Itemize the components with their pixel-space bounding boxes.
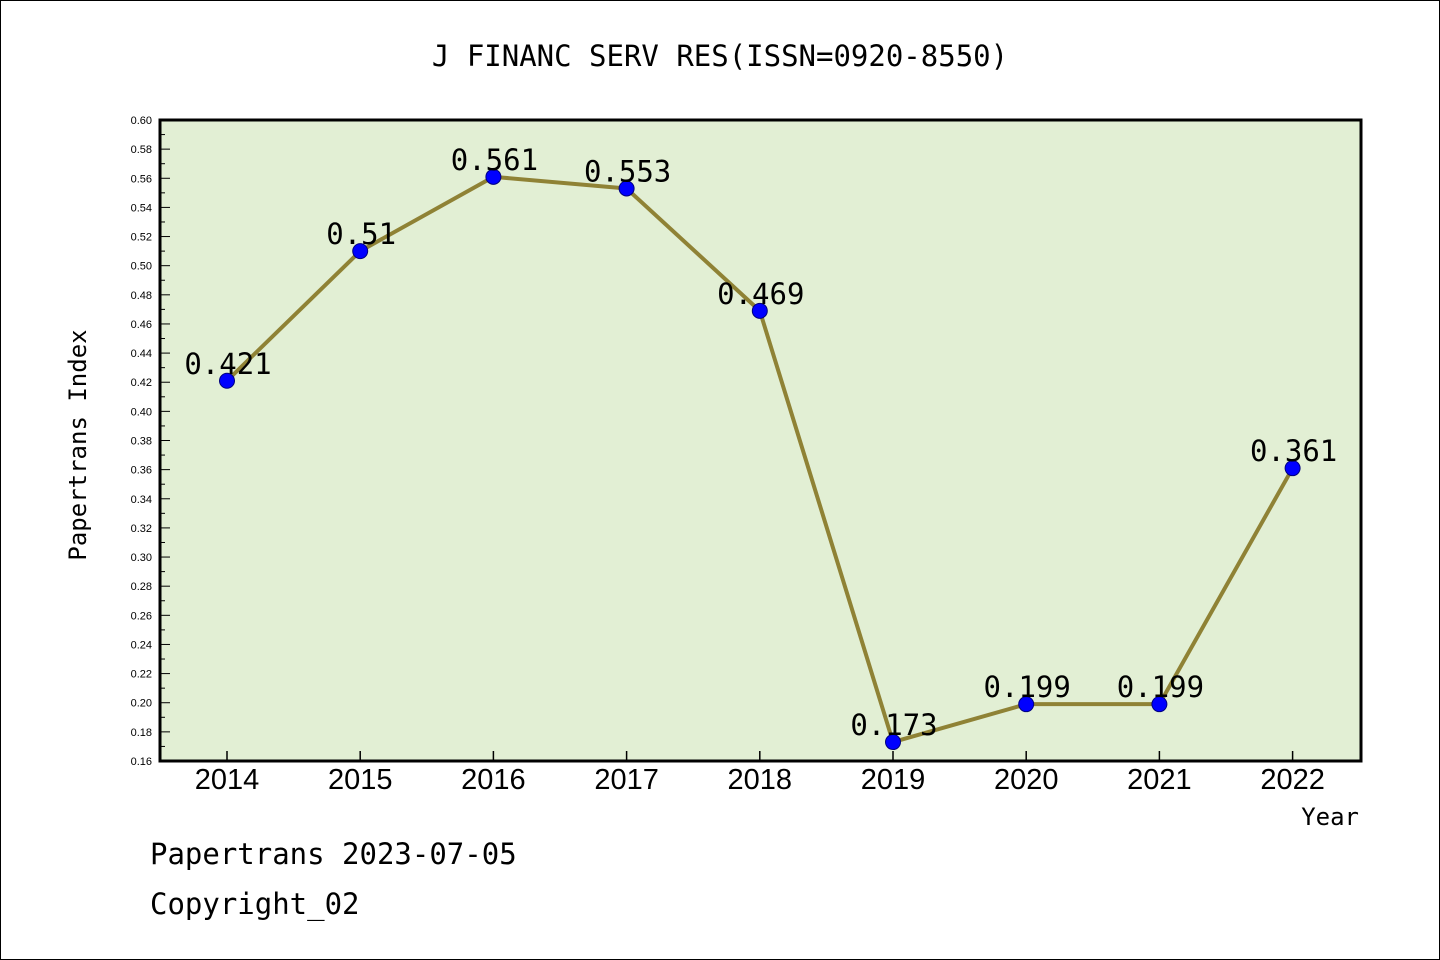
y-tick-label: 0.46 [131, 319, 152, 331]
data-point [618, 180, 635, 197]
data-label: 0.553 [584, 154, 671, 188]
data-label: 0.51 [326, 217, 396, 251]
y-tick-label: 0.50 [131, 261, 152, 273]
y-tick-label: 0.20 [131, 698, 152, 710]
y-tick-label: 0.34 [131, 494, 152, 506]
y-axis: 0.16 0.18 0.20 0.22 0.24 0.26 0.28 0.30 0.32 0.34… [131, 115, 170, 768]
x-tick-label: 2022 [1260, 764, 1325, 796]
data-label: 0.561 [451, 143, 538, 177]
chart-title: J FINANC SERV RES(ISSN=0920-8550) [432, 39, 1008, 73]
y-tick-label: 0.18 [131, 727, 152, 739]
plot-border [158, 118, 1363, 763]
footer-copyright: Copyright_02 [150, 887, 360, 922]
y-tick-label: 0.44 [131, 348, 152, 360]
x-tick-label: 2015 [328, 764, 393, 796]
x-tick-label: 2014 [195, 764, 260, 796]
data-label: 0.361 [1250, 434, 1337, 468]
y-tick-label: 0.24 [131, 639, 152, 651]
data-point [751, 302, 768, 319]
data-label: 0.199 [1117, 670, 1204, 704]
y-tick-label: 0.36 [131, 465, 152, 477]
y-tick-label: 0.58 [131, 144, 152, 156]
data-labels: 0.421 0.51 0.561 0.553 0.469 0.173 0.199 0.199 0… [184, 143, 1337, 742]
y-tick-label: 0.42 [131, 377, 152, 389]
y-tick-label: 0.60 [131, 115, 152, 127]
y-tick-label: 0.22 [131, 669, 152, 681]
series-line [219, 168, 1301, 751]
y-tick-label: 0.40 [131, 406, 152, 418]
y-tick-label: 0.28 [131, 581, 152, 593]
x-tick-label: 2018 [728, 764, 793, 796]
plot-area [160, 120, 1361, 761]
y-tick-label: 0.16 [131, 756, 152, 768]
x-axis: 2014 2015 2016 2017 2018 2019 2020 2021 2022 [195, 751, 1325, 796]
y-axis-label: Papertrans Index [64, 329, 92, 560]
y-tick-label: 0.52 [131, 232, 152, 244]
data-point [1018, 696, 1035, 713]
x-axis-label: Year [1301, 803, 1359, 831]
data-label: 0.469 [717, 277, 804, 311]
x-tick-label: 2016 [461, 764, 526, 796]
footer-date: Papertrans 2023-07-05 [150, 837, 517, 871]
y-tick-label: 0.26 [131, 610, 152, 622]
y-tick-label: 0.48 [131, 290, 152, 302]
data-point [1284, 460, 1301, 477]
x-tick-label: 2017 [594, 764, 659, 796]
data-point [885, 734, 901, 751]
y-tick-label: 0.38 [131, 436, 152, 448]
y-tick-label: 0.30 [131, 552, 152, 564]
data-label: 0.421 [184, 347, 271, 381]
data-label: 0.173 [850, 708, 937, 742]
data-point [219, 372, 235, 389]
y-tick-label: 0.32 [131, 523, 152, 535]
data-point [352, 243, 369, 260]
y-tick-label: 0.54 [131, 202, 152, 214]
data-point [485, 168, 502, 185]
x-tick-label: 2021 [1127, 764, 1192, 796]
data-label: 0.199 [984, 670, 1071, 704]
x-tick-label: 2019 [861, 764, 926, 796]
data-point [1151, 696, 1168, 713]
y-tick-label: 0.56 [131, 173, 152, 185]
x-tick-label: 2020 [994, 764, 1059, 796]
